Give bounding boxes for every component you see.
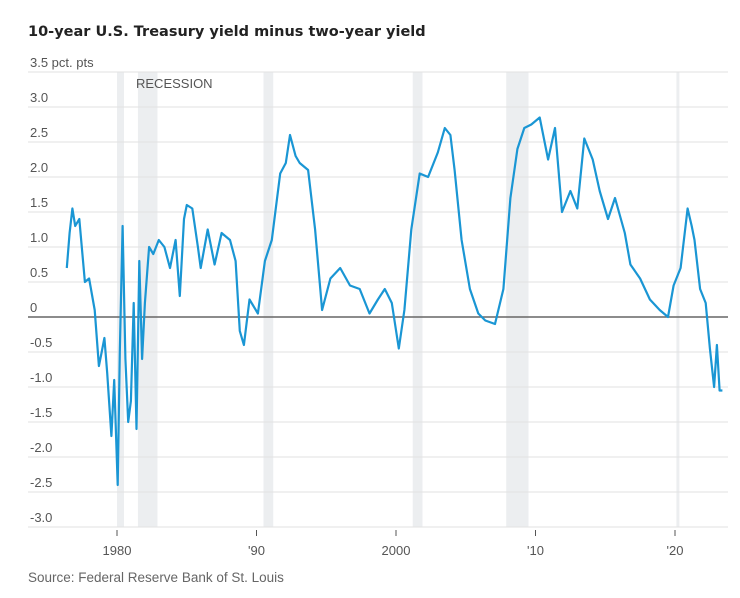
recession-band	[412, 72, 423, 527]
y-tick-label: 0	[30, 300, 37, 315]
y-tick-label: 2.5	[30, 125, 48, 140]
y-tick-label: 1.0	[30, 230, 48, 245]
recession-band	[137, 72, 158, 527]
recession-band	[506, 72, 529, 527]
y-tick-label: -1.0	[30, 370, 52, 385]
recession-bands	[117, 72, 680, 527]
source-note: Source: Federal Reserve Bank of St. Loui…	[28, 570, 284, 585]
spread-line	[65, 116, 723, 487]
y-tick-label: 2.0	[30, 160, 48, 175]
y-tick-label: 3.5 pct. pts	[30, 55, 94, 70]
x-tick-label: '90	[248, 543, 265, 558]
y-tick-label: -0.5	[30, 335, 52, 350]
recession-label: RECESSION	[136, 76, 213, 91]
y-tick-label: 3.0	[30, 90, 48, 105]
x-tick-label: 2000	[382, 543, 411, 558]
x-tick-label: 1980	[103, 543, 132, 558]
gridlines: 3.5 pct. pts 3.0 2.5 2.0 1.5 1.0 0.5 0 -0.5 -1.0 -…	[28, 55, 728, 528]
x-tick-label: '20	[667, 543, 684, 558]
y-tick-label: -3.0	[30, 510, 52, 525]
chart-title: 10-year U.S. Treasury yield minus two-ye…	[28, 24, 426, 40]
x-axis: 1980 '90 2000 '10 '20	[103, 530, 684, 558]
y-tick-label: -2.5	[30, 475, 52, 490]
recession-band	[263, 72, 274, 527]
x-tick-label: '10	[527, 543, 544, 558]
y-tick-label: -1.5	[30, 405, 52, 420]
y-tick-label: -2.0	[30, 440, 52, 455]
y-tick-label: 1.5	[30, 195, 48, 210]
recession-band	[676, 72, 680, 527]
y-tick-label: 0.5	[30, 265, 48, 280]
